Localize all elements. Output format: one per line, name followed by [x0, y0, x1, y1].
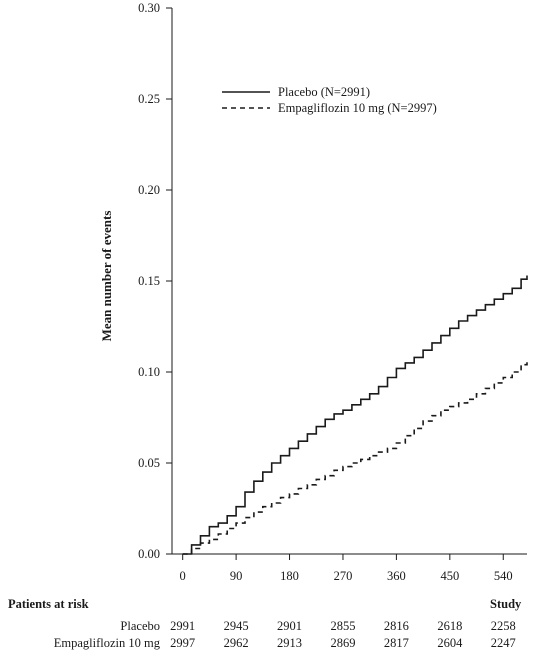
- series-lines: [182, 275, 528, 555]
- risk-count: 2945: [224, 619, 249, 633]
- y-tick-label: 0.20: [138, 183, 160, 197]
- y-tick-label: 0.25: [138, 92, 160, 106]
- risk-count: 2869: [330, 636, 355, 650]
- risk-count: 2816: [384, 619, 409, 633]
- x-tick-label: 540: [494, 569, 513, 583]
- x-tick-label: 90: [230, 569, 243, 583]
- risk-count: 2913: [277, 636, 302, 650]
- risk-count: 2991: [170, 619, 195, 633]
- y-axis-ticks: 0.00 0.05 0.10 0.15 0.20 0.25 0.30: [138, 1, 172, 561]
- y-tick-label: 0.00: [138, 547, 160, 561]
- risk-count: 2817: [384, 636, 409, 650]
- series-line-placebo: [182, 275, 528, 555]
- risk-count: 2855: [330, 619, 355, 633]
- risk-row-label: Placebo: [120, 619, 160, 633]
- x-tick-label: 450: [440, 569, 459, 583]
- risk-count: 2247: [491, 636, 516, 650]
- risk-count: 2258: [491, 619, 516, 633]
- legend-label-placebo: Placebo (N=2991): [278, 85, 370, 99]
- y-tick-label: 0.15: [138, 274, 160, 288]
- legend-label-empagliflozin: Empagliflozin 10 mg (N=2997): [278, 101, 437, 115]
- risk-count: 2997: [170, 636, 195, 650]
- y-tick-label: 0.10: [138, 365, 160, 379]
- y-tick-label: 0.05: [138, 456, 160, 470]
- x-axis-ticks: 0 90 180 270 360 450 540: [180, 554, 513, 583]
- x-tick-label: 360: [387, 569, 406, 583]
- x-axis-label: Study: [490, 597, 522, 611]
- risk-count: 2962: [224, 636, 249, 650]
- risk-table: Placebo 2991 2945 2901 2855 2816 2618 2258 Empag…: [54, 619, 516, 650]
- risk-count: 2618: [437, 619, 462, 633]
- risk-count: 2604: [437, 636, 463, 650]
- series-line-empagliflozin: [182, 361, 528, 555]
- x-tick-label: 0: [180, 569, 186, 583]
- y-tick-label: 0.30: [138, 1, 160, 15]
- risk-row-label: Empagliflozin 10 mg: [54, 636, 161, 650]
- risk-count: 2901: [277, 619, 302, 633]
- legend: Placebo (N=2991) Empagliflozin 10 mg (N=…: [222, 85, 437, 115]
- risk-table-title: Patients at risk: [8, 597, 89, 611]
- x-tick-label: 270: [334, 569, 353, 583]
- x-tick-label: 180: [280, 569, 299, 583]
- y-axis-label: Mean number of events: [99, 211, 114, 342]
